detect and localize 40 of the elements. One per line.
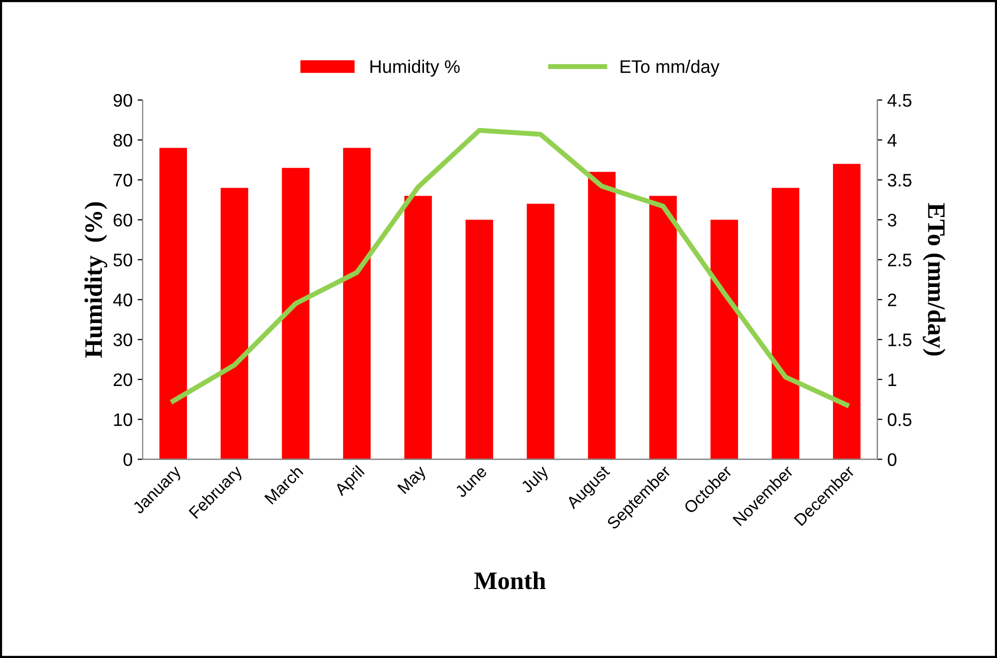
y2-tick-label: 0 xyxy=(888,453,896,466)
y-tick-label: 10 xyxy=(114,413,132,426)
y-tick-label: 80 xyxy=(114,134,132,147)
y2-tick-label: 0.5 xyxy=(888,413,912,426)
y-tick-label: 40 xyxy=(113,294,132,306)
y2-tick-label: 2.5 xyxy=(888,254,912,266)
bar xyxy=(526,204,554,460)
y2-tick-label: 4 xyxy=(887,134,897,146)
x-axis-title: Month xyxy=(474,572,546,590)
y-tick-label: 30 xyxy=(113,333,132,346)
line-series xyxy=(170,128,850,408)
bar xyxy=(343,148,371,460)
bar xyxy=(588,172,616,460)
y-tick-label: 60 xyxy=(114,214,132,226)
y2-tick-label: 3 xyxy=(888,214,896,226)
y-tick-label: 70 xyxy=(114,174,132,187)
y2-axis-title: ETo (mm/day) xyxy=(922,203,946,356)
x-tick-label: July xyxy=(520,464,552,496)
bar xyxy=(159,148,187,460)
legend-label: Humidity % xyxy=(370,60,460,77)
legend-label: ETo mm/day xyxy=(620,60,720,77)
y-tick-label: 20 xyxy=(114,373,132,386)
bar xyxy=(466,220,494,460)
bar xyxy=(220,188,248,460)
y-tick-label: 0 xyxy=(124,453,132,466)
y2-tick-label: 1.5 xyxy=(888,334,912,346)
bar xyxy=(772,188,800,460)
y2-tick-label: 4.5 xyxy=(887,94,912,107)
y2-tick-label: 2 xyxy=(888,294,896,306)
x-tick-label: May xyxy=(397,464,430,496)
y2-tick-label: 3.5 xyxy=(888,174,912,187)
bar xyxy=(710,220,738,460)
bar xyxy=(404,196,432,460)
y2-tick-label: 1 xyxy=(888,374,896,386)
bar xyxy=(832,164,861,460)
y-tick-label: 50 xyxy=(113,254,132,266)
y-tick-label: 90 xyxy=(114,94,132,107)
y-axis-title: Humidity (%) xyxy=(84,202,108,358)
bar xyxy=(282,168,310,460)
bar xyxy=(649,196,677,460)
